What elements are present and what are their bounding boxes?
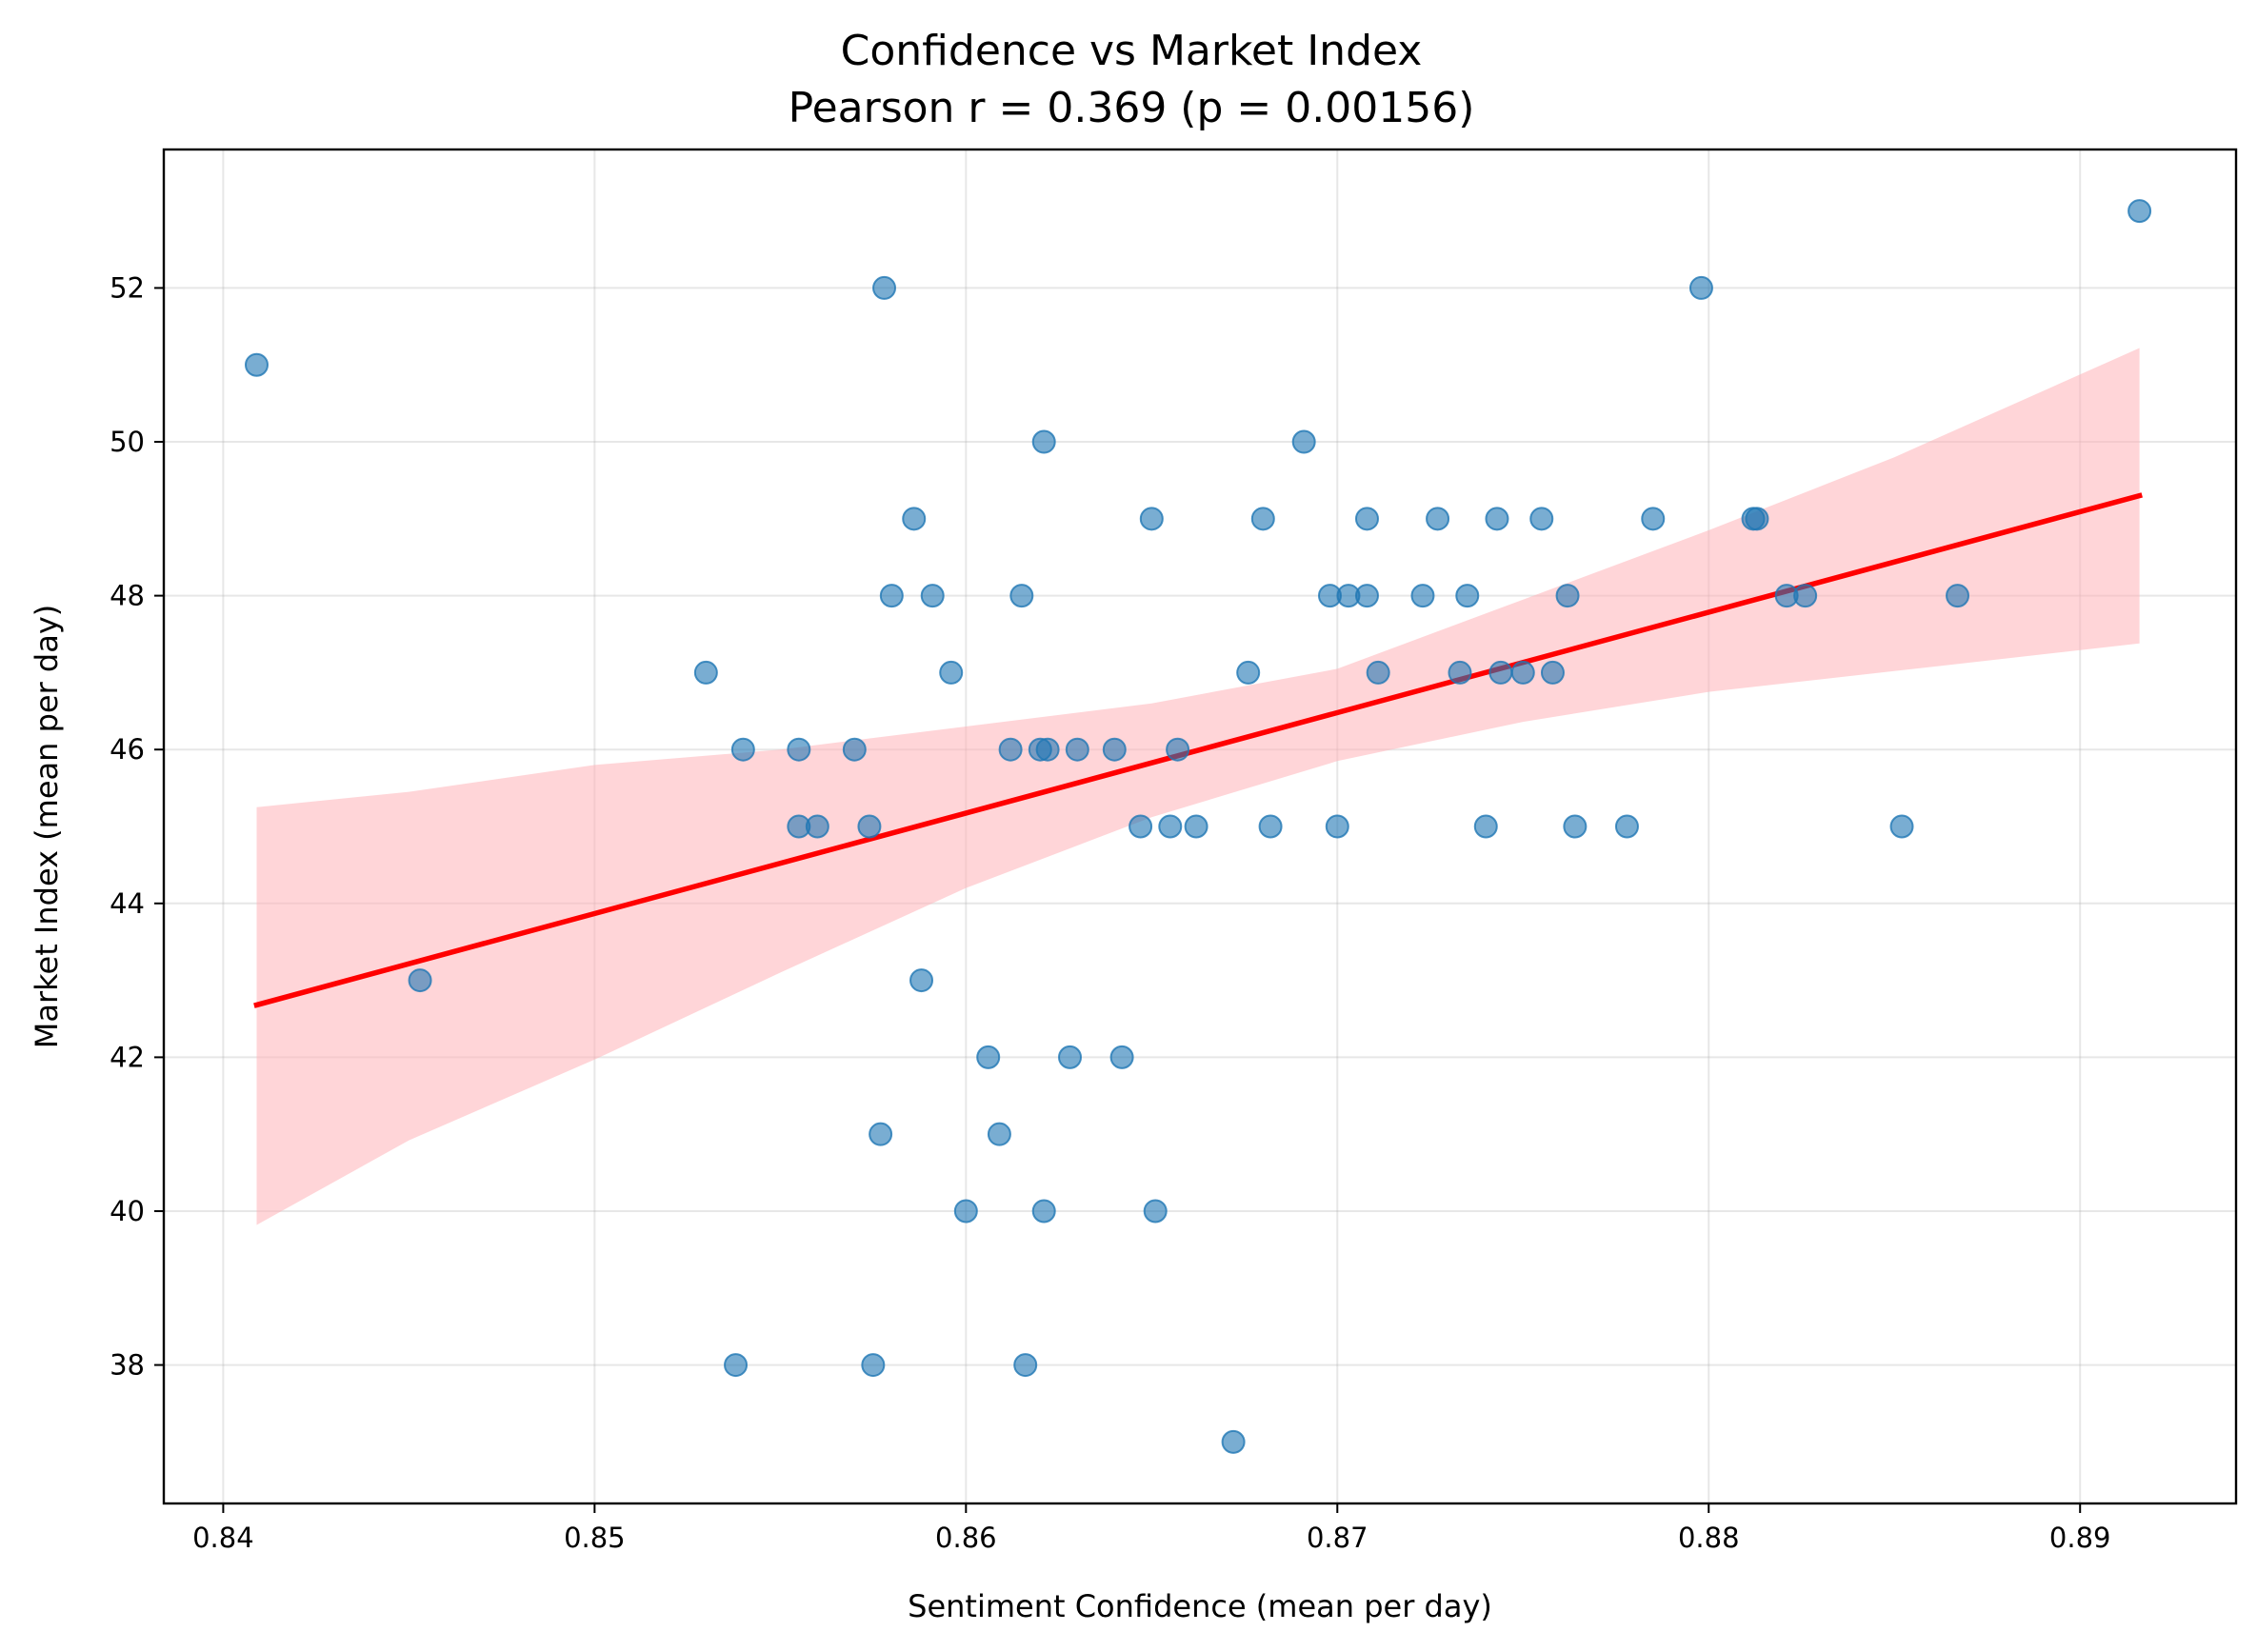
data-point	[861, 1353, 886, 1378]
data-point	[879, 584, 904, 608]
x-tick-label: 0.88	[1678, 1522, 1740, 1554]
confidence-band	[256, 348, 2140, 1225]
y-axis-label: Market Index (mean per day)	[29, 605, 65, 1049]
data-point	[1250, 507, 1275, 531]
data-point	[730, 737, 755, 762]
data-point	[1166, 737, 1190, 762]
x-tick-label: 0.87	[1307, 1522, 1368, 1554]
y-tick-label: 50	[110, 426, 145, 458]
data-point	[1128, 814, 1153, 839]
data-point	[998, 737, 1023, 762]
data-point	[1258, 814, 1283, 839]
data-point	[872, 275, 897, 300]
data-point	[1102, 737, 1127, 762]
y-tick-label: 52	[110, 271, 145, 304]
data-point	[1009, 584, 1034, 608]
data-point	[1325, 814, 1349, 839]
data-point	[939, 660, 964, 685]
data-point	[1448, 660, 1472, 685]
data-point	[787, 737, 811, 762]
data-point	[1031, 1199, 1056, 1224]
data-point	[869, 1122, 893, 1146]
scatter-points	[244, 199, 2152, 1454]
data-point	[1184, 814, 1208, 839]
data-point	[1139, 507, 1164, 531]
data-point	[2127, 199, 2152, 224]
data-point	[1291, 429, 1316, 454]
data-point	[1889, 814, 1914, 839]
data-point	[1058, 1045, 1083, 1069]
data-point	[1455, 584, 1480, 608]
chart-subtitle: Pearson r = 0.369 (p = 0.00156)	[789, 84, 1475, 132]
data-point	[1065, 737, 1089, 762]
data-point	[1473, 814, 1498, 839]
data-point	[1031, 429, 1056, 454]
data-point	[1354, 507, 1379, 531]
data-point	[1563, 814, 1588, 839]
y-tick-label: 42	[110, 1041, 145, 1073]
data-point	[1488, 660, 1513, 685]
x-axis: 0.84 0.85 0.86 0.87 0.88 0.89	[192, 1503, 2111, 1554]
data-point	[1035, 737, 1060, 762]
x-tick-label: 0.89	[2049, 1522, 2111, 1554]
data-point	[1410, 584, 1435, 608]
regression-line-segment	[253, 492, 2143, 1008]
data-point	[244, 352, 269, 377]
data-point	[1793, 584, 1818, 608]
regression-line	[253, 492, 2143, 1008]
data-point	[987, 1122, 1011, 1146]
data-point	[693, 660, 718, 685]
data-point	[1529, 507, 1554, 531]
data-point	[920, 584, 945, 608]
data-point	[976, 1045, 1001, 1069]
data-point	[1540, 660, 1565, 685]
data-point	[1614, 814, 1639, 839]
data-point	[902, 507, 927, 531]
data-point	[805, 814, 829, 839]
data-point	[842, 737, 867, 762]
chart-title: Confidence vs Market Index	[841, 27, 1423, 75]
y-tick-label: 44	[110, 887, 145, 920]
data-point	[408, 968, 432, 993]
data-point	[1158, 814, 1183, 839]
y-tick-label: 38	[110, 1349, 145, 1382]
data-point	[1510, 660, 1535, 685]
data-point	[1109, 1045, 1134, 1069]
data-point	[1236, 660, 1261, 685]
x-tick-label: 0.85	[564, 1522, 626, 1554]
x-tick-label: 0.86	[935, 1522, 997, 1554]
data-point	[1354, 584, 1379, 608]
y-tick-label: 40	[110, 1195, 145, 1227]
x-axis-label: Sentiment Confidence (mean per day)	[908, 1588, 1492, 1624]
y-tick-label: 48	[110, 580, 145, 612]
data-point	[724, 1353, 749, 1378]
confidence-band-area	[256, 348, 2140, 1225]
data-point	[857, 814, 882, 839]
data-point	[1641, 507, 1666, 531]
data-point	[1555, 584, 1580, 608]
x-tick-label: 0.84	[192, 1522, 254, 1554]
data-point	[1426, 507, 1450, 531]
y-tick-label: 46	[110, 733, 145, 766]
data-point	[1143, 1199, 1168, 1224]
data-point	[1688, 275, 1713, 300]
data-point	[1013, 1353, 1038, 1378]
data-point	[1745, 507, 1769, 531]
data-point	[909, 968, 934, 993]
data-point	[1485, 507, 1509, 531]
y-axis: 38 40 42 44 46 48 50 52	[110, 271, 164, 1382]
data-point	[953, 1199, 978, 1224]
plot-frame	[162, 148, 2238, 1505]
data-point	[1366, 660, 1390, 685]
data-point	[1946, 584, 1970, 608]
data-point	[1221, 1429, 1246, 1454]
